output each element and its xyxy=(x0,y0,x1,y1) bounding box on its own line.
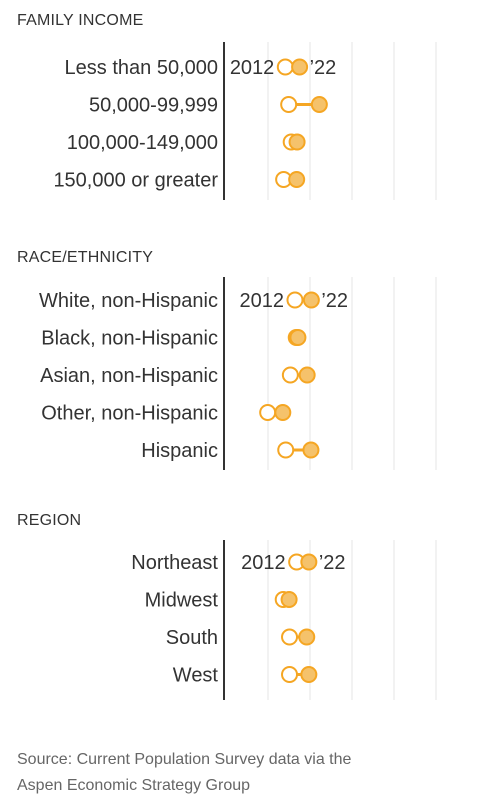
category-label: 50,000-99,999 xyxy=(89,95,218,117)
dot-2022 xyxy=(300,553,318,571)
dot-2012 xyxy=(281,666,299,683)
dot-2022 xyxy=(288,171,306,188)
source-line-2: Aspen Economic Strategy Group xyxy=(17,777,250,794)
dot-2012 xyxy=(277,441,295,459)
panel-title: REGION xyxy=(17,512,81,529)
dot-2022 xyxy=(291,58,309,76)
dot-2022 xyxy=(302,441,320,459)
category-label: 150,000 or greater xyxy=(53,170,218,192)
dot-2012 xyxy=(286,291,304,309)
dot-2012 xyxy=(276,58,294,76)
dot-2012 xyxy=(281,628,299,646)
year-end-label: ’22 xyxy=(319,552,346,574)
source-line-1: Source: Current Population Survey data v… xyxy=(17,751,352,768)
dot-2022 xyxy=(310,96,328,113)
category-label: Midwest xyxy=(145,590,219,612)
dot-2012 xyxy=(281,366,299,384)
category-label: South xyxy=(166,627,218,649)
year-start-label: 2012 xyxy=(241,552,286,574)
dot-2022 xyxy=(300,666,318,683)
category-label: White, non-Hispanic xyxy=(39,290,218,312)
category-label: Asian, non-Hispanic xyxy=(40,365,218,387)
category-label: Hispanic xyxy=(141,440,218,462)
category-label: Other, non-Hispanic xyxy=(41,403,218,425)
dot-2012 xyxy=(280,96,298,113)
dot-2022 xyxy=(302,291,320,309)
panel-1: RACE/ETHNICITY White, non-Hispanic 2012 ’22… xyxy=(17,249,437,470)
dot-2022 xyxy=(289,329,307,346)
year-end-label: ’22 xyxy=(310,57,337,79)
year-start-label: 2012 xyxy=(230,57,275,79)
category-label: West xyxy=(173,665,219,687)
panel-title: FAMILY INCOME xyxy=(17,12,143,29)
category-label: Northeast xyxy=(131,552,218,574)
dot-2022 xyxy=(280,591,298,608)
dot-2022 xyxy=(274,404,292,421)
panel-2: REGION Northeast 2012 ’22 Midwest South West xyxy=(17,512,437,700)
dot-2022 xyxy=(298,628,316,646)
panel-title: RACE/ETHNICITY xyxy=(17,249,153,266)
year-end-label: ’22 xyxy=(321,290,348,312)
category-label: Less than 50,000 xyxy=(65,57,218,79)
panel-0: FAMILY INCOME Less than 50,000 2012 ’22 50,0… xyxy=(17,12,437,200)
dot-2012 xyxy=(259,404,277,421)
dot-2022 xyxy=(288,133,306,151)
category-label: 100,000-149,000 xyxy=(67,132,218,154)
year-start-label: 2012 xyxy=(239,290,284,312)
dot-2022 xyxy=(298,366,316,384)
category-label: Black, non-Hispanic xyxy=(41,328,218,350)
